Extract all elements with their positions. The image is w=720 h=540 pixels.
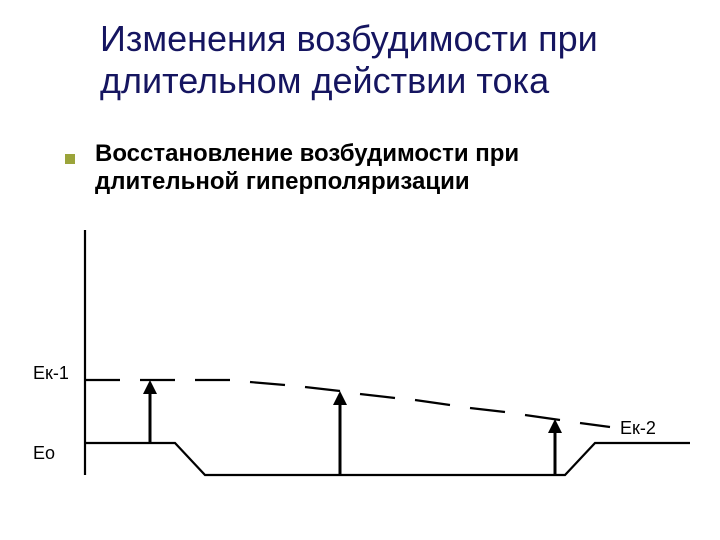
slide: { "title": { "text": "Изменения возбудим… [0, 0, 720, 540]
diagram-svg [0, 0, 720, 540]
